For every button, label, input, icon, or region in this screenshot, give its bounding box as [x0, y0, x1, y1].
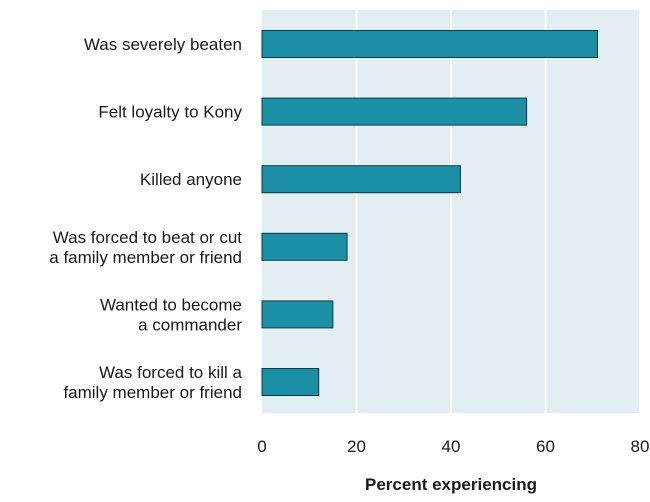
category-labels: Was severely beaten Felt loyalty to Kony K… [49, 35, 242, 402]
x-axis-title: Percent experiencing [365, 475, 537, 494]
bars [261, 30, 598, 396]
x-tick-label: 60 [536, 437, 555, 456]
category-label: Was forced to beat or cut [53, 228, 243, 247]
category-label: a family member or friend [49, 248, 242, 267]
bar [261, 97, 528, 126]
x-tick-label: 0 [257, 437, 266, 456]
category-label: Killed anyone [140, 170, 242, 189]
category-label: Was forced to kill a [99, 363, 243, 382]
bar [261, 300, 334, 329]
category-label: Felt loyalty to Kony [98, 103, 242, 122]
category-label: Was severely beaten [84, 35, 242, 54]
x-tick-labels: 0 20 40 60 80 [257, 437, 649, 456]
x-tick-label: 80 [631, 437, 650, 456]
bar [261, 368, 320, 396]
category-label: a commander [138, 315, 242, 334]
x-tick-label: 40 [442, 437, 461, 456]
x-tick-label: 20 [347, 437, 366, 456]
grid-lines [355, 10, 641, 413]
bar [261, 165, 461, 194]
category-label: Wanted to become [100, 295, 242, 314]
category-label: family member or friend [63, 383, 242, 402]
bar [261, 232, 348, 261]
bar [261, 30, 598, 58]
